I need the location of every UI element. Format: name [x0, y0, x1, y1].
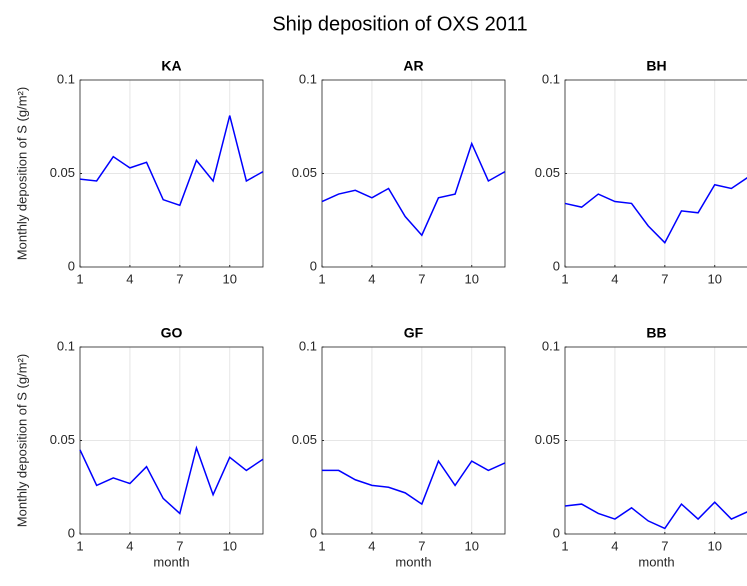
- y-tick-label: 0.1: [542, 71, 560, 86]
- y-tick-label: 0: [310, 258, 317, 273]
- x-tick-label: 1: [561, 271, 568, 286]
- data-line: [564, 177, 747, 244]
- x-tick-label: 7: [418, 538, 425, 553]
- axes-box: [321, 79, 506, 268]
- subplot: 1 4 7 10 0 0.05 0.1 BH: [535, 58, 747, 286]
- x-axis-label: month: [395, 554, 431, 569]
- x-tick-label: 10: [464, 538, 478, 553]
- data-line: [322, 459, 506, 506]
- x-tick-label: 7: [661, 271, 668, 286]
- x-tick-label: 10: [222, 538, 236, 553]
- y-tick-label: 0.1: [542, 338, 560, 353]
- x-tick-label: 4: [126, 538, 133, 553]
- y-tick-label: 0.05: [292, 432, 317, 447]
- y-tick-label: 0: [68, 525, 75, 540]
- data-line: [79, 115, 264, 207]
- x-tick-label: 1: [561, 538, 568, 553]
- subplot: 1 4 7 10 0 0.05 0.1 AR: [292, 58, 506, 286]
- subplot-title: AR: [403, 58, 423, 74]
- y-axis-label: Monthly deposition of S (g/m²): [14, 87, 29, 260]
- data-line: [321, 141, 506, 237]
- x-tick-label: 10: [222, 271, 236, 286]
- x-tick-label: 1: [76, 271, 83, 286]
- y-tick-label: 0.05: [50, 165, 75, 180]
- x-tick-label: 7: [176, 538, 183, 553]
- x-tick-label: 1: [318, 271, 325, 286]
- axes-box: [79, 346, 264, 535]
- subplot-title: KA: [161, 58, 181, 74]
- x-tick-label: 7: [176, 271, 183, 286]
- subplot: 1 4 7 10 0 0.05 0.1 GO month Monthly deposition o…: [14, 325, 264, 569]
- subplot: 1 4 7 10 0 0.05 0.1 BB month: [535, 325, 747, 569]
- x-tick-label: 10: [707, 538, 721, 553]
- subplot-title: GF: [404, 325, 424, 341]
- x-tick-label: 10: [464, 271, 478, 286]
- y-tick-label: 0.1: [299, 338, 317, 353]
- y-tick-label: 0.05: [535, 165, 560, 180]
- subplot-title: BB: [646, 325, 666, 341]
- x-tick-label: 4: [368, 271, 375, 286]
- y-tick-label: 0: [553, 525, 560, 540]
- x-tick-label: 7: [418, 271, 425, 286]
- x-axis-label: month: [638, 554, 674, 569]
- axes-box: [564, 346, 747, 535]
- y-tick-label: 0: [310, 525, 317, 540]
- x-tick-label: 7: [661, 538, 668, 553]
- y-axis-label: Monthly deposition of S (g/m²): [14, 354, 29, 527]
- x-tick-label: 1: [76, 538, 83, 553]
- axes-box: [79, 79, 264, 268]
- y-tick-label: 0.1: [57, 71, 75, 86]
- axes-box: [321, 346, 506, 535]
- data-line: [564, 501, 747, 530]
- x-tick-label: 1: [318, 538, 325, 553]
- data-line: [79, 445, 264, 515]
- x-tick-label: 4: [126, 271, 133, 286]
- y-tick-label: 0.05: [50, 432, 75, 447]
- y-tick-label: 0.1: [57, 338, 75, 353]
- y-tick-label: 0.05: [292, 165, 317, 180]
- x-tick-label: 4: [611, 538, 618, 553]
- y-tick-label: 0: [553, 258, 560, 273]
- axes-box: [564, 79, 747, 268]
- figure-title: Ship deposition of OXS 2011: [272, 13, 527, 35]
- subplot-title: GO: [161, 325, 183, 341]
- subplot: 1 4 7 10 0 0.05 0.1 GF month: [292, 325, 506, 569]
- y-tick-label: 0.1: [299, 71, 317, 86]
- y-tick-label: 0: [68, 258, 75, 273]
- x-tick-label: 4: [368, 538, 375, 553]
- x-tick-label: 10: [707, 271, 721, 286]
- subplot: 1 4 7 10 0 0.05 0.1 KA Monthly deposition of S (…: [14, 58, 264, 286]
- x-tick-label: 4: [611, 271, 618, 286]
- subplot-title: BH: [646, 58, 666, 74]
- y-tick-label: 0.05: [535, 432, 560, 447]
- x-axis-label: month: [153, 554, 189, 569]
